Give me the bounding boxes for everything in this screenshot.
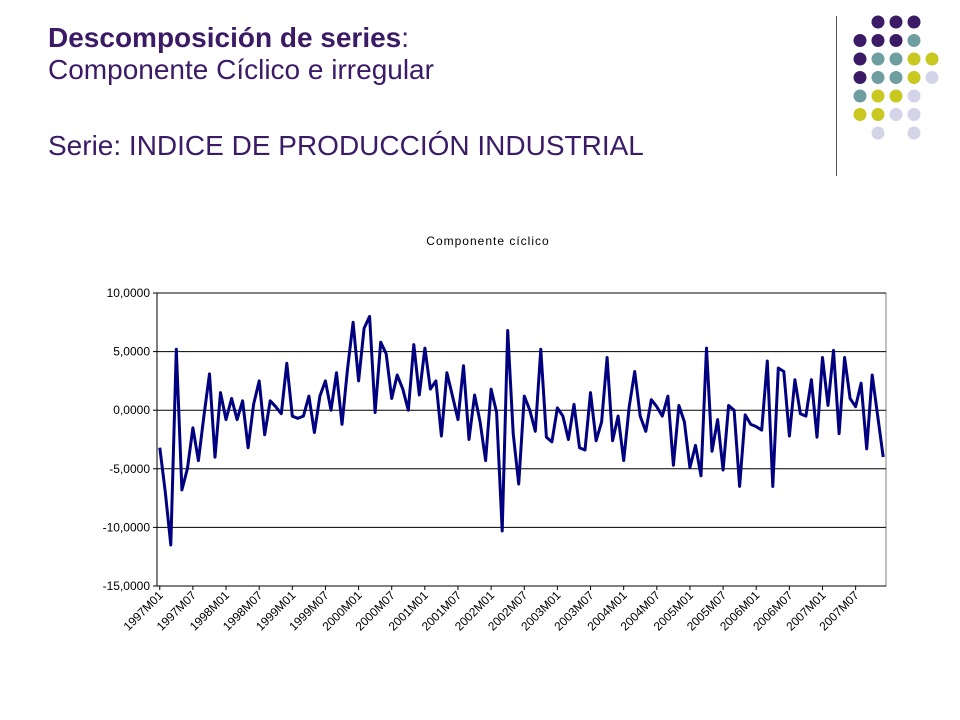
decor-dot xyxy=(853,52,867,66)
y-tick-label: 5,0000 xyxy=(113,345,150,359)
slide-title-main: Descomposición de series xyxy=(48,22,402,53)
decor-dot xyxy=(907,71,921,84)
decor-dot xyxy=(907,52,921,66)
decor-dot xyxy=(907,15,921,29)
divider-line xyxy=(836,16,837,176)
decor-dot xyxy=(925,71,939,84)
series-line xyxy=(158,314,885,547)
y-tick-label: 10,0000 xyxy=(107,286,151,300)
decor-dot xyxy=(889,89,903,103)
slide-title: Descomposición de series: Componente Cíc… xyxy=(48,22,808,162)
y-tick-label: -10,0000 xyxy=(103,520,151,534)
slide-title-colon: : xyxy=(401,22,410,53)
decor-dot xyxy=(853,108,867,121)
decor-dot xyxy=(853,89,867,103)
decor-dot xyxy=(871,71,885,84)
decor-dot xyxy=(907,126,921,140)
series-group xyxy=(158,314,885,547)
decor-dot xyxy=(907,108,921,121)
decorative-dot-grid xyxy=(853,15,939,140)
decor-dot xyxy=(889,52,903,66)
decor-dot xyxy=(871,15,885,29)
x-axis: 1997M011997M071998M011998M071999M011999M… xyxy=(121,586,862,634)
decor-dot xyxy=(889,71,903,84)
decor-dot xyxy=(925,52,939,66)
decor-dot xyxy=(907,89,921,103)
chart-title: Componente cíclico xyxy=(426,234,549,248)
decor-dot xyxy=(871,89,885,103)
y-tick-label: 0,0000 xyxy=(113,403,150,417)
y-tick-label: -15,0000 xyxy=(103,579,151,593)
slide-subtitle: Componente Cíclico e irregular xyxy=(48,54,434,85)
decor-dot xyxy=(889,108,903,121)
decor-dot xyxy=(871,108,885,121)
decor-dot xyxy=(889,15,903,29)
decor-dot xyxy=(889,34,903,47)
y-axis: 10,0000 5,0000 0,0000 -5,0000 -10,0000 -15,00… xyxy=(103,286,886,593)
decor-dot xyxy=(871,52,885,66)
decor-dot xyxy=(871,126,885,140)
decor-dot xyxy=(871,34,885,47)
series-name: Serie: INDICE DE PRODUCCIÓN INDUSTRIAL xyxy=(48,130,644,161)
y-tick-label: -5,0000 xyxy=(109,462,150,476)
decor-dot xyxy=(853,34,867,47)
decor-dot xyxy=(907,34,921,47)
decor-dot xyxy=(853,71,867,84)
